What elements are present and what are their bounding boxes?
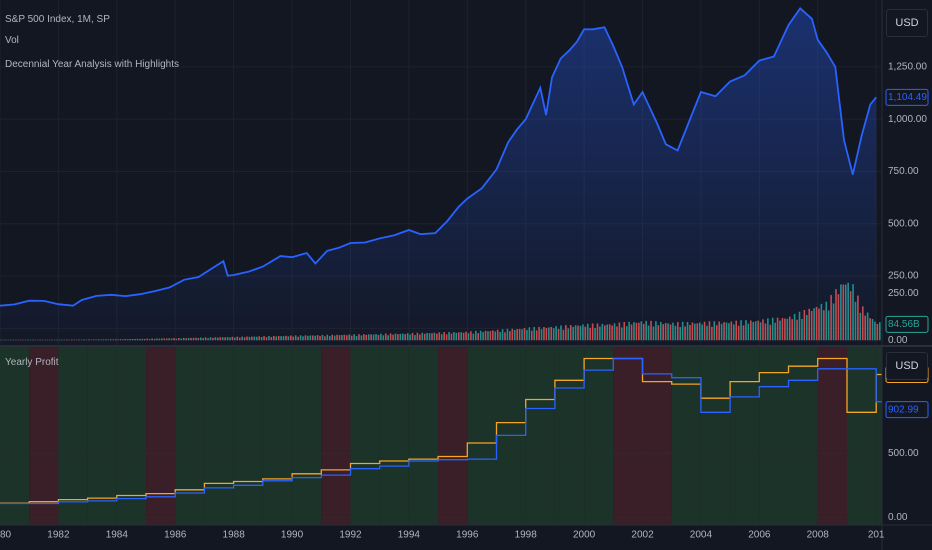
time-tick-label: 1998 xyxy=(515,530,538,541)
symbol-legend[interactable]: S&P 500 Index, 1M, SP xyxy=(5,14,110,25)
highlight-band-green xyxy=(262,347,293,525)
time-tick-label: 2002 xyxy=(631,530,654,541)
profit-line-blue xyxy=(0,357,882,505)
highlight-band-green xyxy=(379,347,409,525)
currency-button-lower[interactable]: USD xyxy=(886,352,928,380)
highlight-band-green xyxy=(204,347,234,525)
highlight-band-green xyxy=(58,347,88,525)
highlight-band-red xyxy=(438,347,468,525)
highlight-band-red xyxy=(642,347,672,525)
highlight-band-green xyxy=(350,347,380,525)
time-tick-label: 2000 xyxy=(573,530,596,541)
time-tick-label: 201 xyxy=(868,530,885,541)
volume-last-value: 84.56B xyxy=(888,319,920,330)
highlight-band-green xyxy=(554,347,585,525)
price-tick-label: 500.00 xyxy=(888,218,919,229)
profit-line-orange xyxy=(0,357,882,504)
highlight-band-green xyxy=(759,347,789,525)
highlight-band-red xyxy=(146,347,176,525)
time-tick-label: 2006 xyxy=(748,530,771,541)
highlight-band-green xyxy=(467,347,497,525)
highlight-band-green xyxy=(408,347,439,525)
highlight-band-green xyxy=(876,347,882,525)
profit-tick-label: 0.00 xyxy=(888,512,908,523)
highlight-band-green xyxy=(788,347,818,525)
time-tick-label: 1988 xyxy=(223,530,246,541)
highlight-band-red xyxy=(817,347,847,525)
profit-blue-last-value-box xyxy=(885,401,929,419)
time-tick-label: 2008 xyxy=(807,530,830,541)
time-tick-label: 1992 xyxy=(339,530,362,541)
highlight-band-green xyxy=(0,347,30,525)
volume-last-value-box xyxy=(885,315,929,333)
volume-legend[interactable]: Vol xyxy=(5,35,19,46)
highlight-band-green xyxy=(700,347,731,525)
profit-tick-label: 500.00 xyxy=(888,448,919,459)
time-tick-label: 1984 xyxy=(106,530,129,541)
highlight-band-green xyxy=(584,347,614,525)
time-tick-label: 1994 xyxy=(398,530,421,541)
indicator-legend[interactable]: Decennial Year Analysis with Highlights xyxy=(5,59,179,70)
volume-tick-label: 250.00 xyxy=(888,288,919,299)
currency-button-main[interactable]: USD xyxy=(886,9,928,37)
price-series xyxy=(0,7,877,346)
highlight-band-green xyxy=(175,347,205,525)
price-tick-label: 250.00 xyxy=(888,271,919,282)
time-tick-label: 1980 xyxy=(0,530,12,541)
highlight-band-green xyxy=(846,347,877,525)
price-tick-label: 750.00 xyxy=(888,166,919,177)
profit-blue-last-value: 902.99 xyxy=(888,404,919,415)
time-tick-label: 1990 xyxy=(281,530,304,541)
time-tick-label: 1986 xyxy=(164,530,187,541)
highlight-band-red xyxy=(29,347,59,525)
time-tick-label: 1982 xyxy=(47,530,70,541)
decennial-highlight-bands xyxy=(0,347,882,525)
volume-bar xyxy=(876,323,879,341)
time-tick-label: 1996 xyxy=(456,530,479,541)
price-last-value: 1,104.49 xyxy=(888,92,927,103)
price-line xyxy=(0,7,877,307)
price-tick-label: 1,250.00 xyxy=(888,62,927,73)
highlight-band-green xyxy=(87,347,117,525)
highlight-band-green xyxy=(671,347,701,525)
profit-series xyxy=(0,357,882,505)
yearly-profit-legend[interactable]: Yearly Profit xyxy=(5,357,59,368)
price-area xyxy=(0,8,877,346)
volume-bar xyxy=(879,322,881,341)
highlight-band-green xyxy=(292,347,322,525)
highlight-band-red xyxy=(321,347,351,525)
highlight-band-green xyxy=(525,347,555,525)
time-tick-label: 2004 xyxy=(690,530,713,541)
price-last-value-box xyxy=(885,88,929,106)
price-tick-label: 1,000.00 xyxy=(888,114,927,125)
highlight-band-green xyxy=(233,347,263,525)
highlight-band-green xyxy=(730,347,760,525)
volume-tick-label: 0.00 xyxy=(888,335,908,346)
highlight-band-red xyxy=(613,347,643,525)
